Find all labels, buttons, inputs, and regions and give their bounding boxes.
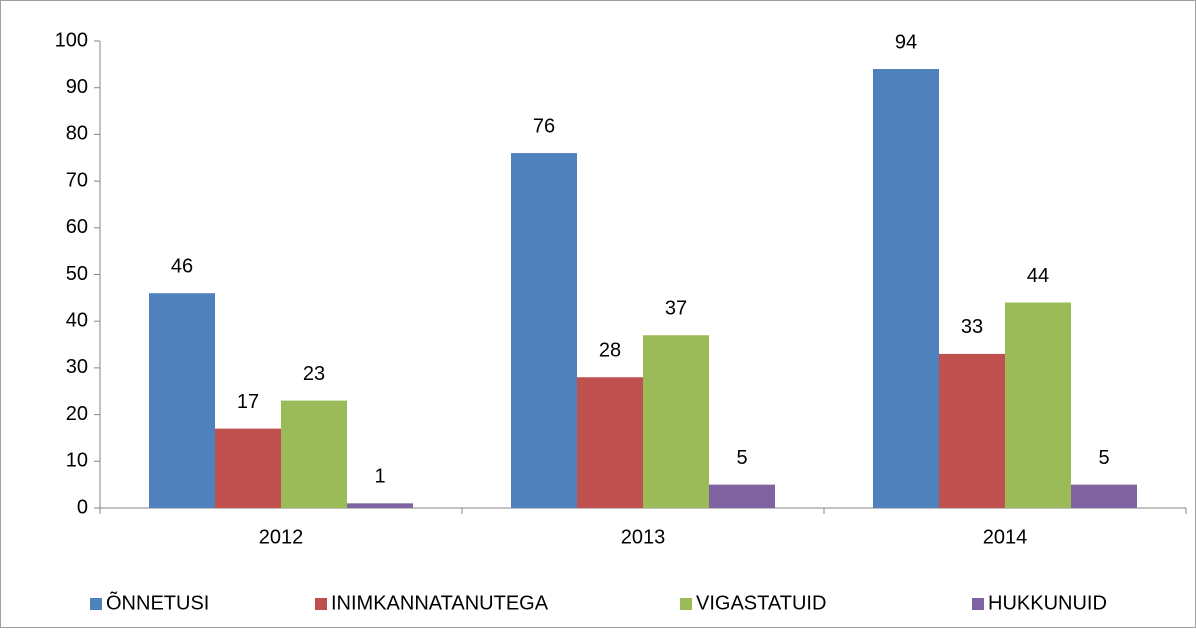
legend-label: HUKKUNUID bbox=[988, 592, 1107, 614]
legend-swatch bbox=[972, 598, 984, 610]
bar bbox=[577, 377, 643, 508]
x-tick-label: 2013 bbox=[621, 526, 666, 548]
x-tick-label: 2012 bbox=[259, 526, 304, 548]
data-label: 28 bbox=[599, 340, 621, 362]
y-tick-label: 80 bbox=[66, 123, 88, 145]
y-tick-label: 30 bbox=[66, 356, 88, 378]
data-label: 33 bbox=[961, 316, 983, 338]
x-tick-label: 2014 bbox=[983, 526, 1028, 548]
y-tick-label: 90 bbox=[66, 76, 88, 98]
bar bbox=[149, 293, 215, 508]
bar bbox=[873, 69, 939, 509]
data-label: 5 bbox=[1098, 447, 1109, 469]
bar bbox=[643, 335, 709, 508]
data-label: 46 bbox=[171, 255, 193, 277]
bar bbox=[1071, 484, 1137, 508]
legend-label: ÕNNETUSI bbox=[106, 590, 209, 614]
y-tick-label: 40 bbox=[66, 309, 88, 331]
data-label: 17 bbox=[237, 391, 259, 413]
bar bbox=[215, 428, 281, 508]
bar bbox=[939, 353, 1005, 508]
legend-swatch bbox=[90, 598, 102, 610]
y-tick-label: 70 bbox=[66, 169, 88, 191]
y-tick-label: 0 bbox=[77, 496, 88, 518]
data-label: 1 bbox=[374, 466, 385, 488]
bar bbox=[709, 484, 775, 508]
data-label: 94 bbox=[895, 31, 917, 53]
legend-label: VIGASTATUID bbox=[696, 592, 826, 614]
data-label: 23 bbox=[303, 363, 325, 385]
y-tick-label: 10 bbox=[66, 450, 88, 472]
data-label: 37 bbox=[665, 297, 687, 319]
bar bbox=[281, 400, 347, 508]
legend-label: INIMKANNATANUTEGA bbox=[331, 592, 549, 614]
y-tick-label: 20 bbox=[66, 403, 88, 425]
data-label: 5 bbox=[736, 447, 747, 469]
bar bbox=[347, 503, 413, 508]
y-tick-label: 50 bbox=[66, 263, 88, 285]
bar bbox=[511, 153, 577, 508]
data-label: 44 bbox=[1027, 265, 1049, 287]
legend-swatch bbox=[680, 598, 692, 610]
y-tick-label: 100 bbox=[55, 29, 88, 51]
y-tick-label: 60 bbox=[66, 216, 88, 238]
legend-swatch bbox=[315, 598, 327, 610]
bar bbox=[1005, 302, 1071, 508]
data-label: 76 bbox=[533, 115, 555, 137]
